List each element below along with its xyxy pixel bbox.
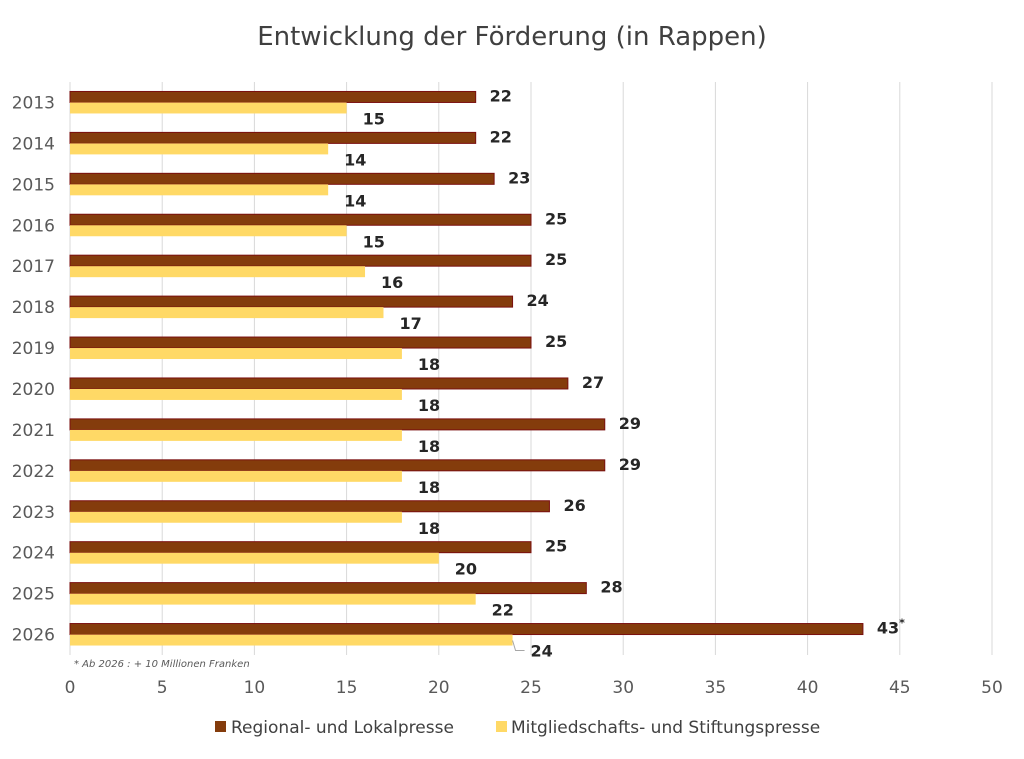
bar-mitglied: [70, 266, 366, 278]
data-label-mitglied: 14: [344, 150, 366, 169]
x-tick-label: 45: [889, 678, 911, 698]
bar-regional: [69, 295, 514, 308]
legend: Regional- und Lokalpresse Mitgliedschaft…: [215, 718, 820, 738]
category-label: 2017: [12, 257, 55, 277]
bar-mitglied: [70, 511, 402, 523]
data-label-regional: 24: [527, 291, 549, 310]
data-label-mitglied: 18: [418, 396, 440, 415]
data-label-regional: 25: [545, 332, 567, 351]
data-label-regional: 25: [545, 537, 567, 556]
legend-label-regional: Regional- und Lokalpresse: [231, 718, 454, 738]
data-label-mitglied: 15: [363, 109, 385, 128]
category-label: 2025: [12, 585, 55, 605]
gridlines: [69, 82, 993, 655]
category-label: 2023: [12, 503, 55, 523]
bar-mitglied: [70, 634, 513, 646]
category-label: 2022: [12, 462, 55, 482]
data-label-mitglied: 16: [381, 273, 403, 292]
category-label: 2020: [12, 380, 55, 400]
bar-mitglied: [70, 143, 329, 155]
bar-mitglied: [70, 307, 384, 319]
data-label-mitglied: 18: [418, 437, 440, 456]
data-label-regional: 25: [545, 209, 567, 228]
x-tick-label: 30: [612, 678, 634, 698]
bar-mitglied: [70, 388, 402, 400]
data-label-regional: 25: [545, 250, 567, 269]
bar-regional: [69, 459, 606, 472]
data-label-regional: 22: [490, 127, 512, 146]
data-label-regional: 23: [508, 168, 530, 187]
category-label: 2026: [12, 626, 55, 646]
category-label: 2013: [12, 93, 55, 113]
x-tick-label: 25: [520, 678, 542, 698]
category-label: 2014: [12, 134, 55, 154]
bar-regional: [69, 90, 477, 103]
data-label-mitglied: 18: [418, 519, 440, 538]
x-tick-label: 35: [705, 678, 727, 698]
bar-regional: [69, 623, 864, 636]
data-label-mitglied: 20: [455, 560, 477, 579]
leader-line: [512, 640, 525, 652]
data-label-mitglied: 17: [399, 314, 421, 333]
bar-mitglied: [70, 470, 402, 482]
bar-regional: [69, 377, 569, 390]
data-label-mitglied: 18: [418, 355, 440, 374]
footnote: * Ab 2026 : + 10 Millionen Franken: [74, 659, 250, 670]
bar-mitglied: [70, 552, 439, 564]
bar-regional: [69, 213, 532, 226]
x-tick-label: 40: [797, 678, 819, 698]
bar-regional: [69, 541, 532, 554]
legend-label-mitglied: Mitgliedschafts- und Stiftungspresse: [511, 718, 820, 738]
data-label-mitglied: 22: [492, 601, 514, 620]
x-tick-label: 5: [157, 678, 168, 698]
category-label: 2015: [12, 175, 55, 195]
bar-regional: [69, 582, 587, 595]
data-label-regional: 29: [619, 455, 641, 474]
bar-mitglied: [70, 348, 402, 360]
data-label-mitglied: 24: [531, 642, 553, 661]
bar-mitglied: [70, 429, 402, 441]
bar-regional: [69, 254, 532, 267]
x-tick-label: 15: [336, 678, 358, 698]
category-label: 2021: [12, 421, 55, 441]
bar-mitglied: [70, 593, 476, 605]
legend-swatch-regional: [215, 721, 226, 732]
data-label-regional: 26: [563, 496, 585, 515]
data-label-mitglied: 15: [363, 232, 385, 251]
x-tick-label: 0: [65, 678, 76, 698]
x-axis-ticks: 0 5 10 15 20 25 30 35 40 45 50: [65, 678, 1003, 698]
bar-mitglied: [70, 184, 329, 196]
bar-regional: [69, 336, 532, 349]
bar-mitglied: [70, 225, 347, 237]
x-tick-label: 50: [981, 678, 1003, 698]
data-label-regional: 27: [582, 373, 604, 392]
data-labels: 22 15 22 14 23 14 25 15 25 16 24 17 25 18 27 18 29 18 29 18…: [344, 86, 905, 660]
bar-regional: [69, 418, 606, 431]
bars: [69, 90, 864, 646]
data-label-mitglied: 18: [418, 478, 440, 497]
category-labels: 2013 2014 2015 2016 2017 2018 2019 2020 2021 2022…: [12, 93, 55, 645]
x-tick-label: 20: [428, 678, 450, 698]
data-label-regional: 29: [619, 414, 641, 433]
data-label-regional: 28: [600, 578, 622, 597]
bar-regional: [69, 500, 550, 513]
data-label-regional: 22: [490, 86, 512, 105]
data-label-mitglied: 14: [344, 191, 366, 210]
chart-title: Entwicklung der Förderung (in Rappen): [257, 22, 767, 52]
legend-swatch-mitglied: [496, 721, 507, 732]
bar-regional: [69, 131, 477, 144]
data-label-regional: 43*: [877, 617, 905, 638]
bar-mitglied: [70, 102, 347, 114]
bar-regional: [69, 172, 495, 185]
category-label: 2016: [12, 216, 55, 236]
category-label: 2024: [12, 544, 55, 564]
category-label: 2019: [12, 339, 55, 359]
category-label: 2018: [12, 298, 55, 318]
x-tick-label: 10: [244, 678, 266, 698]
